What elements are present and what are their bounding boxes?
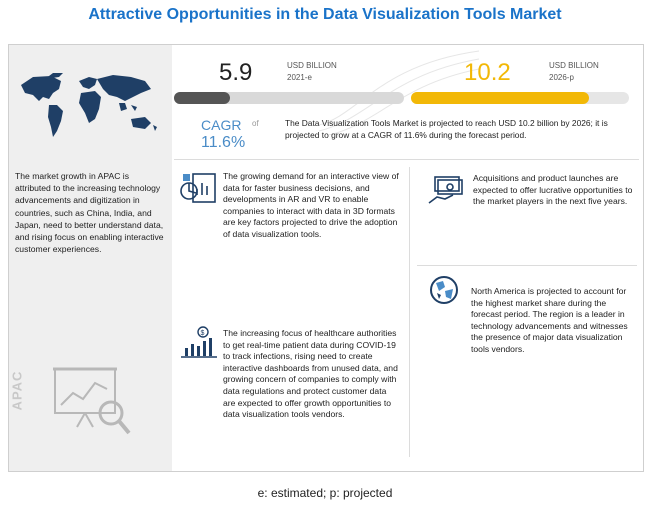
bar-2021-fill: [174, 92, 230, 104]
report-icon: [180, 173, 216, 203]
unit-2021: USD BILLION: [287, 61, 337, 70]
divider-vertical: [409, 167, 410, 457]
value-2026: 10.2: [464, 59, 511, 86]
divider-horizontal: [174, 159, 639, 160]
region-label: APAC: [9, 365, 29, 415]
bar-2021-track: [174, 92, 404, 104]
money-hand-icon: [428, 176, 463, 204]
left-panel: The market growth in APAC is attributed …: [9, 45, 172, 471]
infographic-frame: The market growth in APAC is attributed …: [8, 44, 644, 472]
market-description: The Data Visualization Tools Market is p…: [285, 118, 608, 140]
year-2026: 2026-p: [549, 73, 574, 82]
dollar-growth-icon: $: [181, 326, 217, 358]
factor-acquisitions-text: Acquisitions and product launches are ex…: [473, 173, 633, 207]
page-title: Attractive Opportunities in the Data Vis…: [88, 6, 562, 23]
bar-2026-fill: [411, 92, 589, 104]
year-2021: 2021-e: [287, 73, 312, 82]
unit-2026: USD BILLION: [549, 61, 599, 70]
value-2021: 5.9: [219, 59, 253, 86]
cagr-of: of: [252, 119, 259, 128]
factor-ar-vr-text: The growing demand for an interactive vi…: [223, 171, 399, 239]
divider-right: [417, 265, 637, 266]
globe-icon: [430, 276, 458, 304]
footer-note: e: estimated; p: projected: [257, 486, 393, 500]
factor-north-america-text: North America is projected to account fo…: [471, 286, 628, 354]
svg-text:$: $: [201, 330, 205, 337]
factor-healthcare-text: The increasing focus of healthcare autho…: [223, 328, 398, 420]
apac-growth-text: The market growth in APAC is attributed …: [15, 171, 164, 255]
world-map-icon: [21, 73, 157, 137]
cagr-value: 11.6%: [201, 134, 246, 151]
cagr-label: CAGR: [201, 117, 242, 133]
analytics-board-icon: [53, 367, 131, 435]
region-label-text: APAC: [9, 370, 25, 411]
